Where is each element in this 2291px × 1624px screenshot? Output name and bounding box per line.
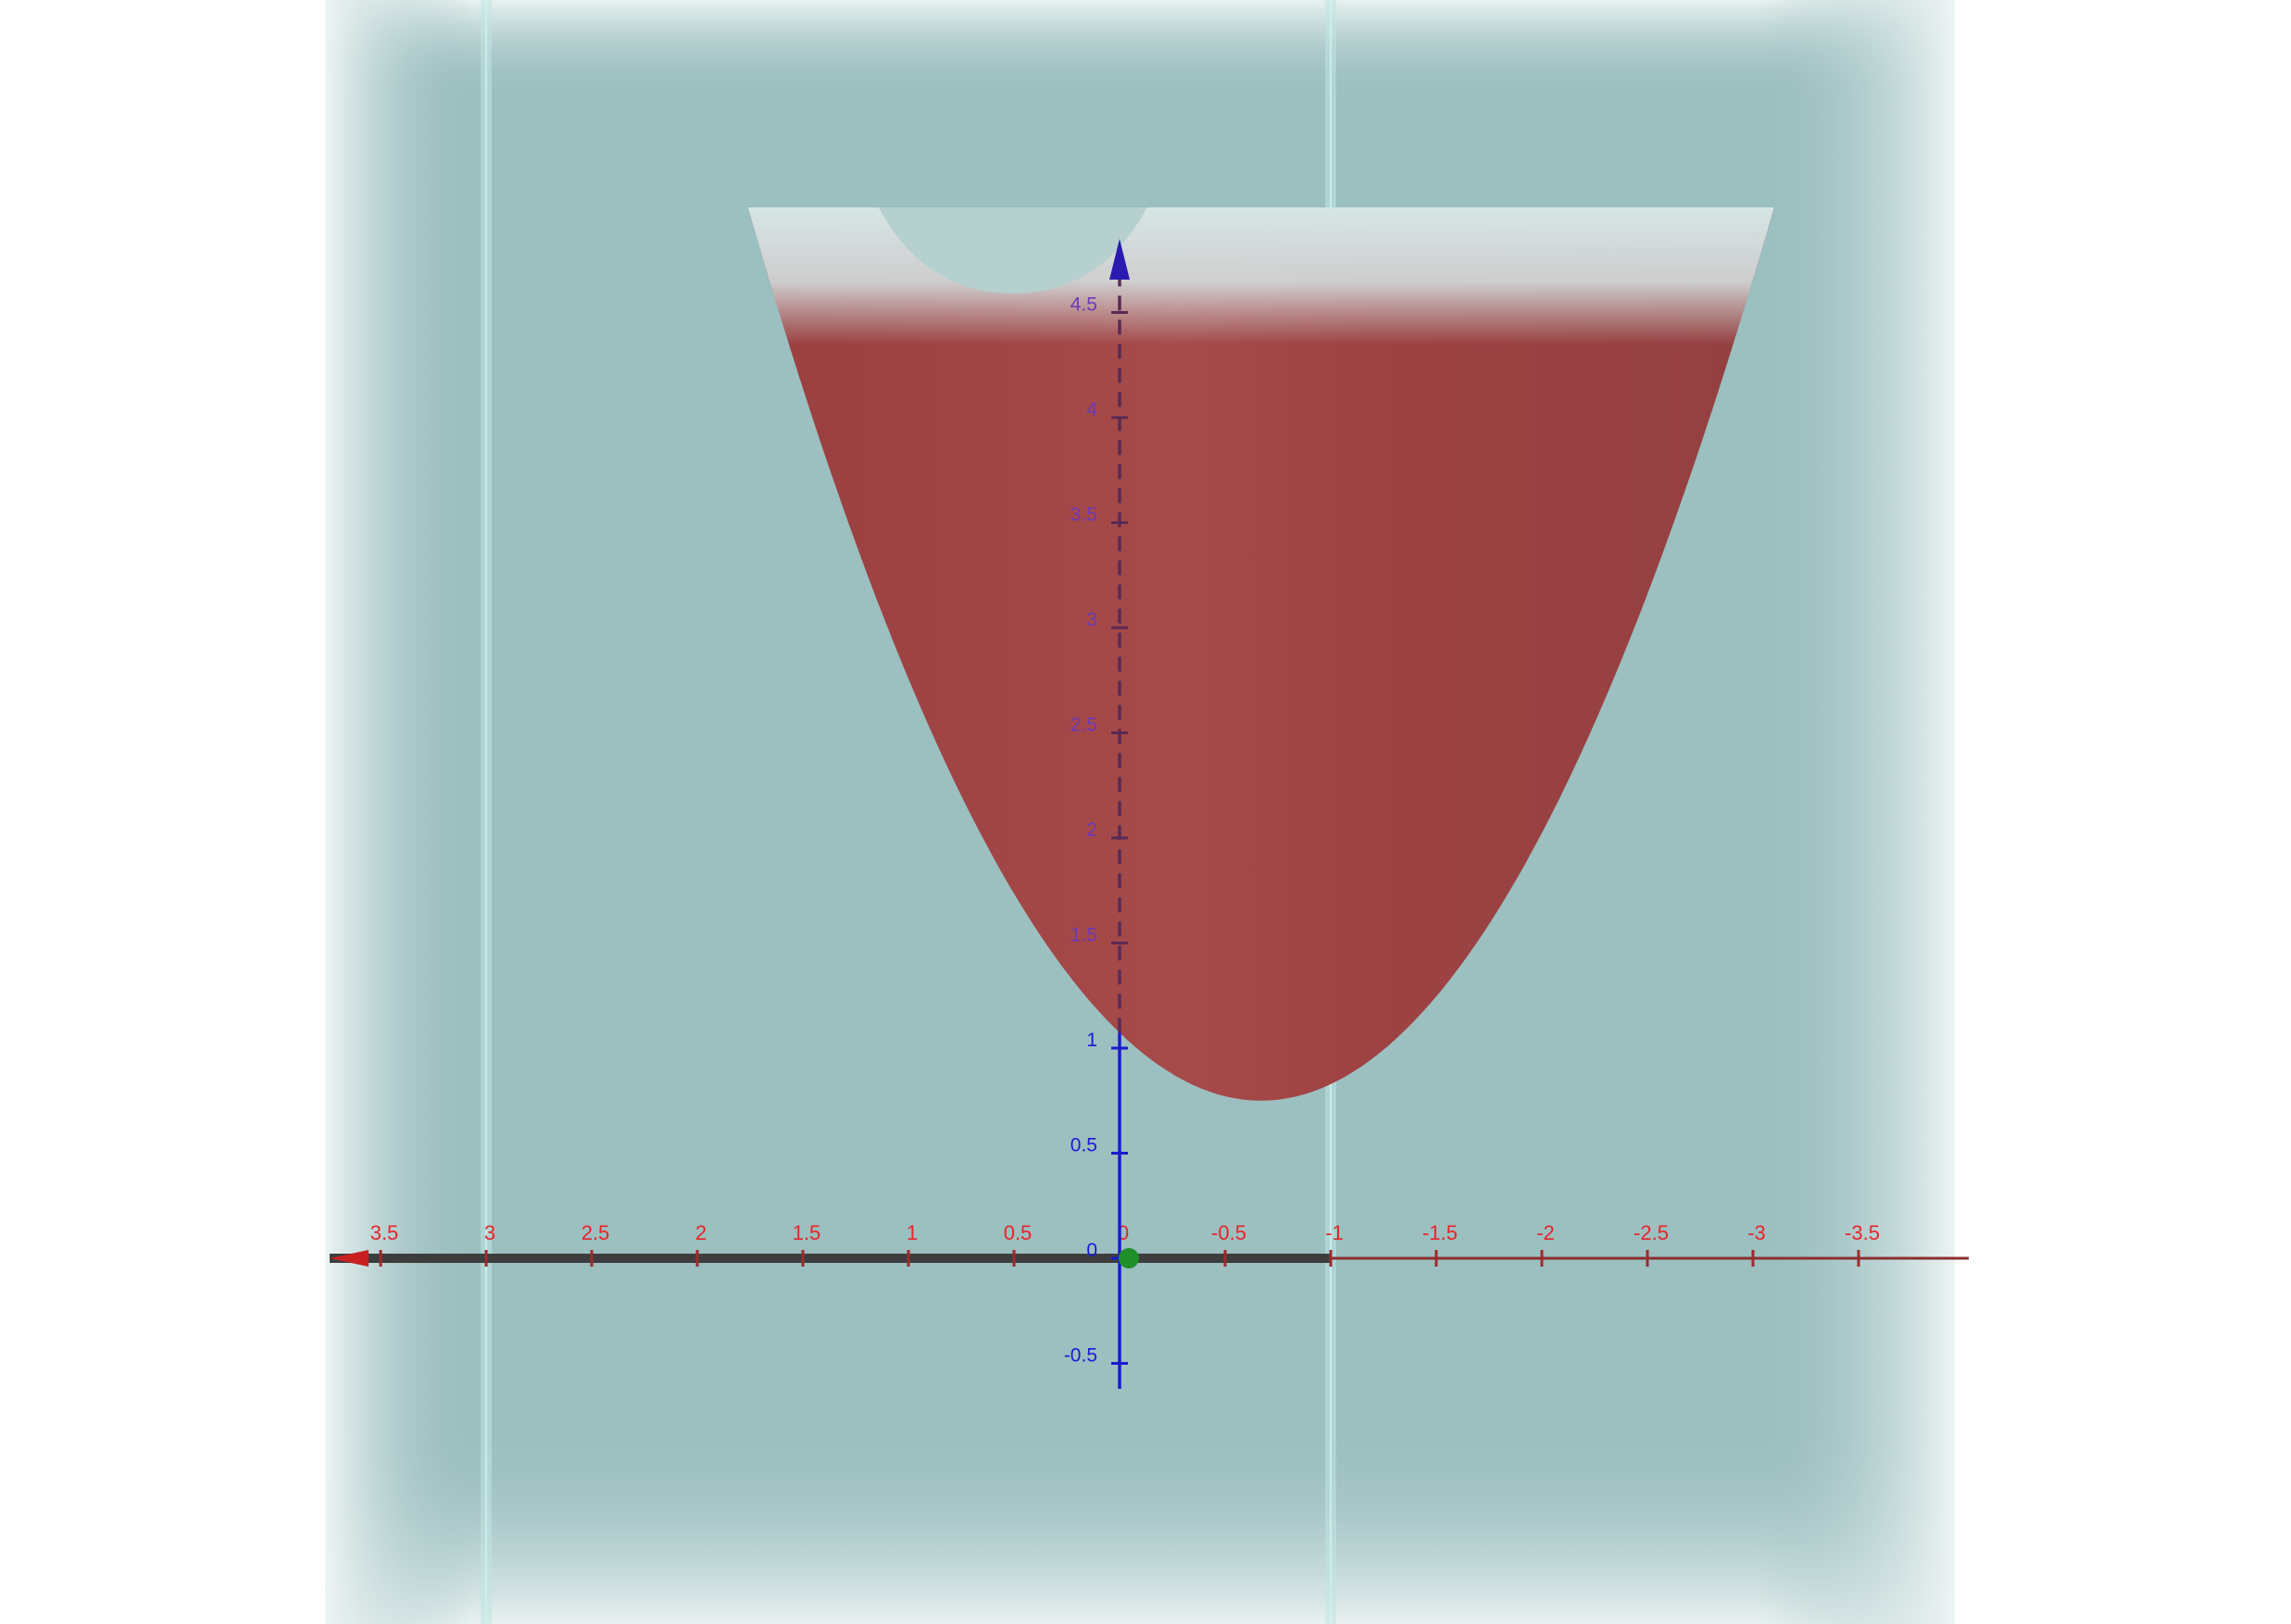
z-axis-tick-label: 4.5 <box>1070 294 1097 316</box>
origin-point[interactable] <box>1119 1248 1139 1268</box>
x-axis-tick-label: 3.5 <box>370 1221 399 1244</box>
x-axis-tick-label: 0.5 <box>1004 1221 1033 1244</box>
z-axis-tick-label: 2 <box>1086 819 1097 841</box>
x-axis-tick-label: 2 <box>695 1221 707 1244</box>
z-axis-tick-label: 3 <box>1086 609 1097 631</box>
z-axis-tick-label: 0.5 <box>1070 1135 1097 1156</box>
x-axis[interactable]: 3.5 3 2.5 2 1.5 1 0.5 0 -0.5 -1 -1.5 -2 -2.5 -3 -3.5 <box>330 1221 1969 1267</box>
x-axis-tick-label: 3 <box>484 1221 495 1244</box>
x-axis-tick-label: -3 <box>1747 1221 1766 1244</box>
z-axis-tick-label: -0.5 <box>1064 1345 1097 1367</box>
z-axis-tick-label: 4 <box>1086 399 1097 420</box>
z-axis-arrow <box>1109 239 1130 280</box>
x-axis-tick-label: -1.5 <box>1422 1221 1458 1244</box>
x-axis-tick-label: 1 <box>907 1221 918 1244</box>
surface-inner-rim <box>878 207 1147 294</box>
x-axis-tick-label: -3.5 <box>1845 1221 1880 1244</box>
paraboloid-surface[interactable] <box>739 206 1784 1101</box>
surface-body[interactable] <box>747 207 1774 1101</box>
z-axis-tick-label: 1.5 <box>1070 925 1097 946</box>
x-axis-tick-label: -2 <box>1536 1221 1555 1244</box>
z-axis-tick-label: 3.5 <box>1070 505 1097 526</box>
z-axis-tick-label: 0 <box>1086 1240 1097 1261</box>
x-axis-tick-label: 2.5 <box>582 1221 610 1244</box>
x-axis-tick-label: -2.5 <box>1634 1221 1669 1244</box>
z-axis[interactable]: -0.5 0 0.5 1 1.5 2 2.5 3 3.5 4 4.5 <box>1064 239 1130 1389</box>
x-axis-tick-label: -1 <box>1325 1221 1344 1244</box>
origin-dot[interactable] <box>1119 1248 1139 1268</box>
x-axis-arrow <box>330 1250 369 1267</box>
z-axis-tick-label: 1 <box>1086 1030 1097 1051</box>
x-axis-tick-label: 1.5 <box>793 1221 821 1244</box>
z-axis-tick-label: 2.5 <box>1070 715 1097 736</box>
x-axis-tick-label: -0.5 <box>1211 1221 1246 1244</box>
